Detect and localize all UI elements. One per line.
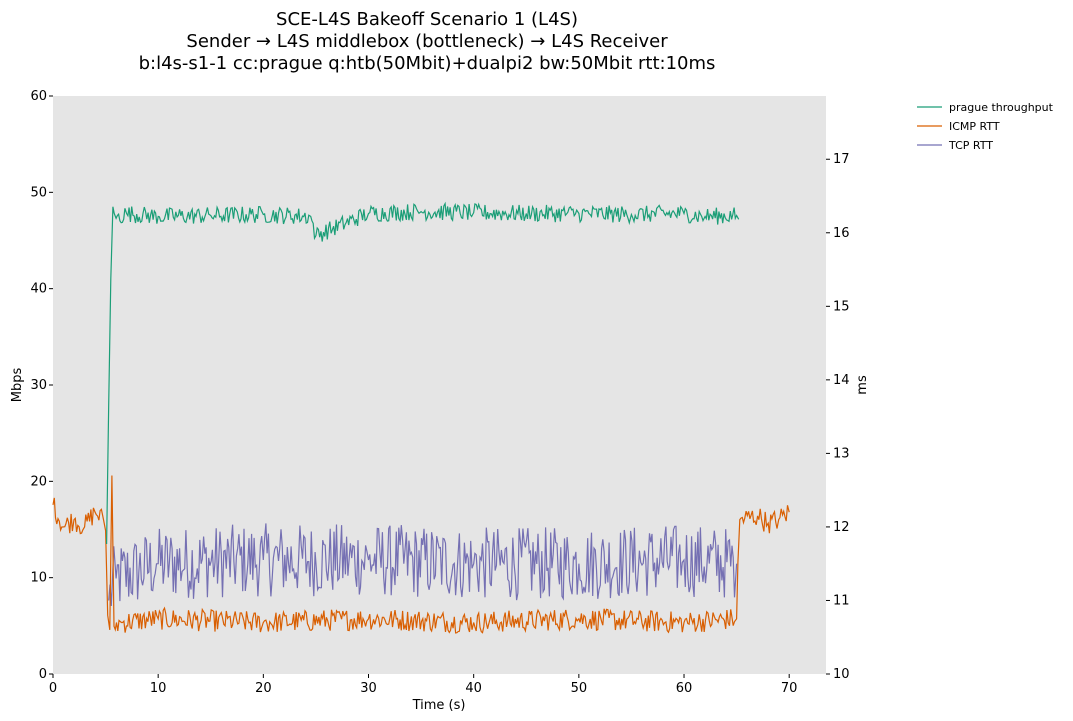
x-tick-label: 40 bbox=[465, 681, 482, 696]
series-group bbox=[52, 201, 790, 634]
series-line-icmp-rtt bbox=[52, 475, 790, 634]
x-tick-label: 50 bbox=[571, 681, 588, 696]
x-tick-label: 30 bbox=[360, 681, 377, 696]
legend: prague throughput ICMP RTT TCP RTT bbox=[917, 101, 1054, 152]
series-line-prague-throughput bbox=[106, 201, 740, 545]
y2-tick-label: 10 bbox=[833, 667, 850, 682]
y2-tick-label: 16 bbox=[833, 226, 850, 241]
y-tick-label: 10 bbox=[30, 571, 47, 586]
x-tick-label: 60 bbox=[676, 681, 693, 696]
y2-tick-label: 13 bbox=[833, 446, 850, 461]
y-tick-label: 40 bbox=[30, 282, 47, 297]
title-line-2: Sender → L4S middlebox (bottleneck) → L4… bbox=[186, 31, 668, 52]
y-tick-label: 50 bbox=[30, 185, 47, 200]
x-tick-label: 20 bbox=[255, 681, 272, 696]
y-tick-label: 0 bbox=[39, 667, 47, 682]
x-axis: 0 10 20 30 40 50 60 70 bbox=[49, 674, 798, 696]
y-axis-left: 0 10 20 30 40 50 60 bbox=[30, 89, 53, 682]
y2-tick-label: 15 bbox=[833, 299, 850, 314]
y2-axis-label: ms bbox=[855, 375, 870, 395]
y-axis-right: 10 11 12 13 14 15 16 17 bbox=[826, 152, 850, 682]
title-line-1: SCE-L4S Bakeoff Scenario 1 (L4S) bbox=[276, 9, 578, 30]
y-tick-label: 20 bbox=[30, 474, 47, 489]
legend-label-icmp-rtt: ICMP RTT bbox=[949, 120, 1000, 133]
legend-label-prague-throughput: prague throughput bbox=[949, 101, 1054, 114]
plot-area bbox=[53, 96, 826, 674]
y-tick-label: 60 bbox=[30, 89, 47, 104]
y-axis-label: Mbps bbox=[10, 368, 25, 403]
title-line-3: b:l4s-s1-1 cc:prague q:htb(50Mbit)+dualp… bbox=[139, 53, 716, 74]
y-tick-label: 30 bbox=[30, 378, 47, 393]
legend-label-tcp-rtt: TCP RTT bbox=[948, 139, 993, 152]
x-axis-label: Time (s) bbox=[412, 698, 466, 713]
y2-tick-label: 12 bbox=[833, 520, 850, 535]
x-tick-label: 70 bbox=[781, 681, 798, 696]
x-tick-label: 10 bbox=[150, 681, 167, 696]
series-line-tcp-rtt bbox=[108, 523, 738, 607]
y2-tick-label: 14 bbox=[833, 373, 850, 388]
y2-tick-label: 17 bbox=[833, 152, 850, 167]
chart-title: SCE-L4S Bakeoff Scenario 1 (L4S) Sender … bbox=[139, 9, 716, 74]
x-tick-label: 0 bbox=[49, 681, 57, 696]
y2-tick-label: 11 bbox=[833, 593, 850, 608]
